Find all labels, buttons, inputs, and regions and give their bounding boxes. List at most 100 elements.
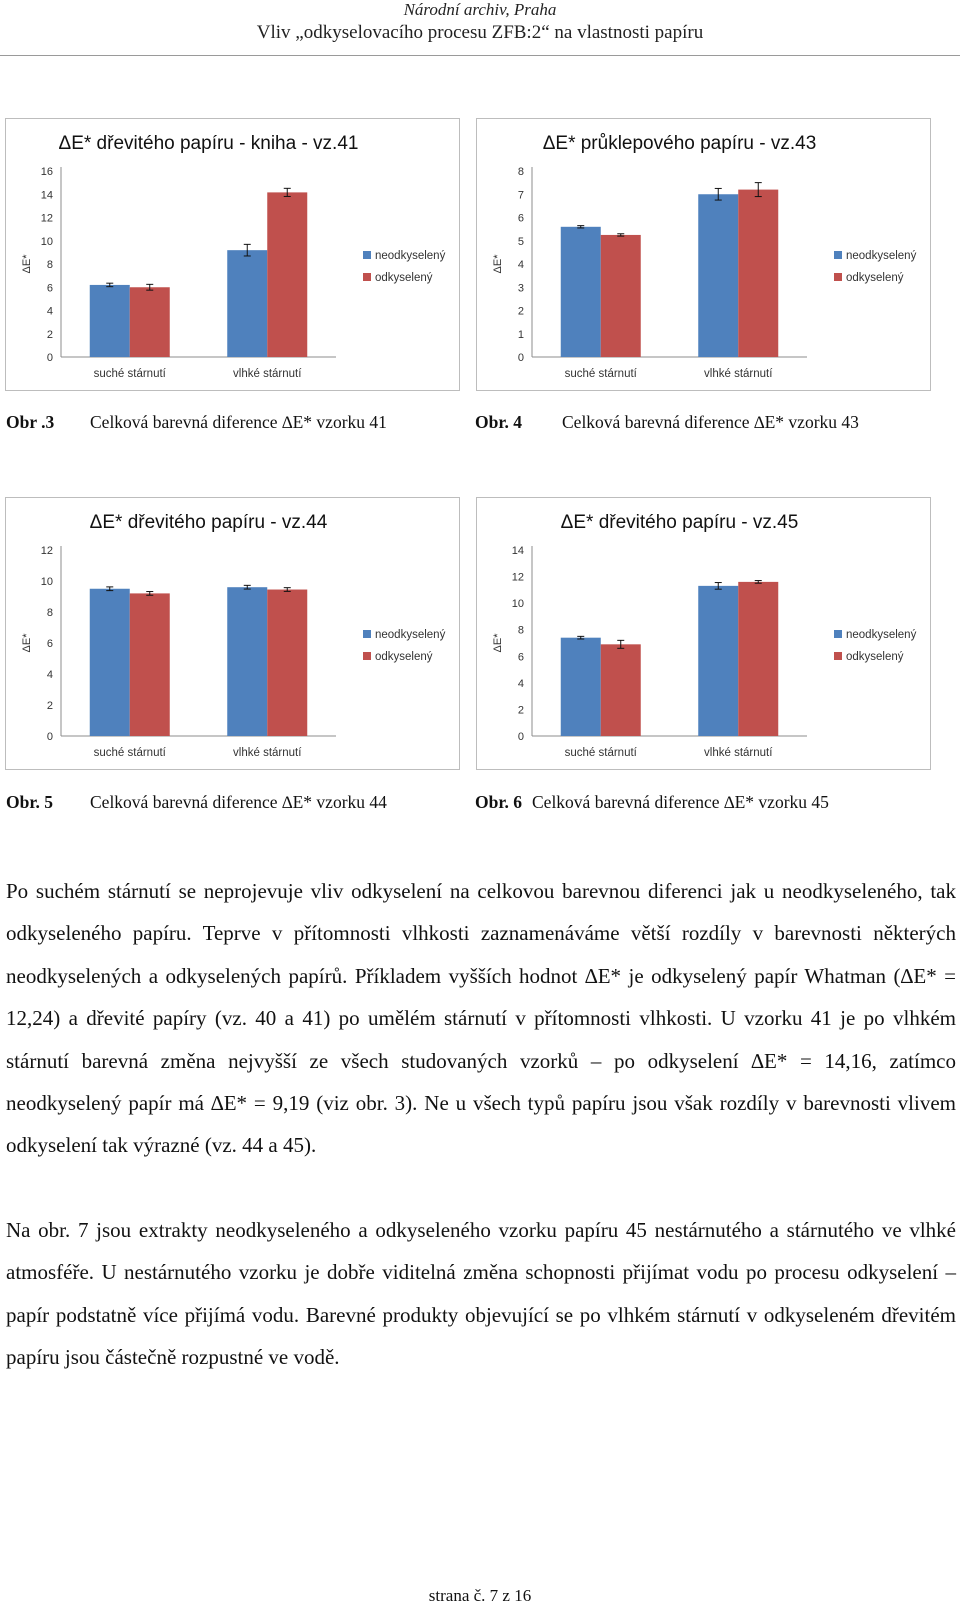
bar-neodkyseleny [227,250,268,357]
x-category-label: vlhké stárnutí [704,368,773,380]
y-tick-label: 2 [518,704,524,716]
y-tick-label: 3 [518,282,524,294]
y-tick-label: 8 [518,166,524,178]
figure-caption-4: Obr. 4 Celková barevná diference ∆E* vzo… [475,412,859,433]
y-tick-label: 8 [518,625,524,637]
y-tick-label: 6 [518,213,524,225]
legend-label: neodkyselený [375,250,446,262]
y-tick-label: 2 [47,329,53,341]
chart-sample-45: ΔE* dřevitého papíru - vz.45 ΔE* 0 2 4 6 8 10 12… [476,497,931,770]
y-axis-label: ΔE* [492,254,504,274]
y-tick-label: 10 [512,598,524,610]
y-tick-label: 6 [518,651,524,663]
legend-label: odkyselený [846,651,904,663]
x-category-label: vlhké stárnutí [704,747,773,759]
y-tick-label: 4 [518,259,524,271]
y-tick-label: 7 [518,189,524,201]
chart-svg: ΔE* dřevitého papíru - kniha - vz.41 ΔE* 0… [21,133,446,380]
bar-odkyseleny [267,589,308,736]
y-tick-label: 12 [41,545,53,557]
y-axis-label: ΔE* [492,633,504,653]
bar-neodkyseleny [89,284,130,357]
x-category-label: vlhké stárnutí [233,747,302,759]
legend-label: neodkyselený [846,629,917,641]
caption-text-4: Celková barevná diference ∆E* vzorku 43 [562,412,859,432]
bar-neodkyseleny [89,588,130,736]
bar-neodkyseleny [560,226,601,357]
y-tick-label: 6 [47,638,53,650]
legend-swatch [834,630,842,638]
y-tick-label: 10 [41,576,53,588]
chart-svg: ΔE* dřevitého papíru - vz.44 ΔE* 0 2 4 6 8 10 12… [21,512,446,759]
x-category-label: vlhké stárnutí [233,368,302,380]
chart-svg: ΔE* dřevitého papíru - vz.45 ΔE* 0 2 4 6 8 10 12… [492,512,917,759]
y-tick-label: 2 [47,700,53,712]
header-divider [0,55,960,56]
bar-odkyseleny [129,593,170,736]
legend-swatch [834,251,842,259]
y-tick-label: 12 [512,572,524,584]
chart-title: ΔE* dřevitého papíru - kniha - vz.41 [59,133,359,154]
caption-label-3: Obr .3 [6,412,55,432]
bar-neodkyseleny [698,194,739,357]
y-tick-label: 1 [518,329,524,341]
x-category-label: suché stárnutí [565,747,638,759]
figure-caption-3: Obr .3 Celková barevná diference ∆E* vzo… [6,412,387,433]
bar-neodkyseleny [227,587,268,736]
chart-title: ΔE* dřevitého papíru - vz.45 [561,512,799,533]
bar-odkyseleny [600,234,641,357]
y-tick-label: 8 [47,259,53,271]
bar-odkyseleny [600,644,641,736]
x-category-label: suché stárnutí [94,747,167,759]
y-tick-label: 5 [518,236,524,248]
y-tick-label: 14 [41,189,53,201]
y-tick-label: 10 [41,236,53,248]
legend-swatch [363,652,371,660]
bar-neodkyseleny [698,585,739,736]
y-tick-label: 0 [47,352,53,364]
legend-swatch [363,273,371,281]
x-category-label: suché stárnutí [565,368,638,380]
bar-odkyseleny [738,189,779,357]
legend-label: odkyselený [375,651,433,663]
y-tick-label: 16 [41,166,53,178]
x-category-label: suché stárnutí [94,368,167,380]
chart-title: ΔE* dřevitého papíru - vz.44 [90,512,328,533]
bar-odkyseleny [129,287,170,357]
y-tick-label: 8 [47,607,53,619]
chart-sample-41: ΔE* dřevitého papíru - kniha - vz.41 ΔE* 0… [5,118,460,391]
y-tick-label: 4 [47,306,53,318]
y-axis-label: ΔE* [21,254,33,274]
legend-label: neodkyselený [846,250,917,262]
y-tick-label: 4 [518,678,524,690]
y-tick-label: 0 [518,731,524,743]
legend-swatch [363,251,371,259]
body-paragraph-1: Po suchém stárnutí se neprojevuje vliv o… [6,879,956,1158]
y-tick-label: 14 [512,545,524,557]
chart-svg: ΔE* průklepového papíru - vz.43 ΔE* 0 1 2 3 4 5… [492,133,917,380]
y-tick-label: 12 [41,213,53,225]
legend-swatch [363,630,371,638]
legend-label: neodkyselený [375,629,446,641]
caption-label-5: Obr. 5 [6,792,54,812]
chart-title: ΔE* průklepového papíru - vz.43 [543,133,817,154]
chart-sample-43: ΔE* průklepového papíru - vz.43 ΔE* 0 1 2 3 4 5… [476,118,931,391]
figure-caption-6: Obr. 6 Celková barevná diference ∆E* vzo… [475,792,829,813]
legend-label: odkyselený [846,272,904,284]
legend-swatch [834,652,842,660]
body-paragraph-2: Na obr. 7 jsou extrakty neodkyseleného a… [6,1218,956,1370]
y-tick-label: 2 [518,306,524,318]
page-number: strana č. 7 z 16 [428,1586,532,1605]
chart-sample-44: ΔE* dřevitého papíru - vz.44 ΔE* 0 2 4 6 8 10 12… [5,497,460,770]
y-tick-label: 0 [518,352,524,364]
caption-text-5: Celková barevná diference ∆E* vzorku 44 [90,792,387,812]
caption-label-6: Obr. 6 [475,792,523,812]
y-tick-label: 6 [47,282,53,294]
legend-swatch [834,273,842,281]
legend-label: odkyselený [375,272,433,284]
y-tick-label: 0 [47,731,53,743]
caption-text-6: Celková barevná diference ∆E* vzorku 45 [532,792,829,812]
caption-label-4: Obr. 4 [475,412,523,432]
bar-neodkyseleny [560,637,601,736]
bar-odkyseleny [267,192,308,357]
